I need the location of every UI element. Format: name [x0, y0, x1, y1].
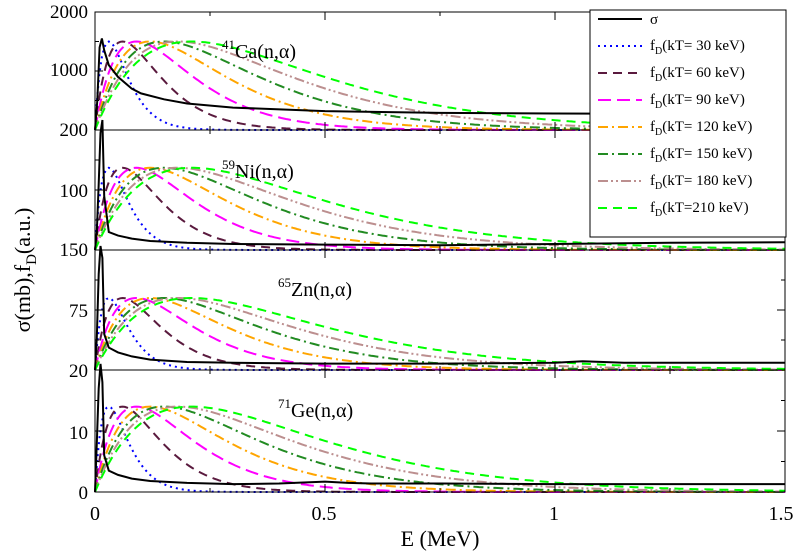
fd-curve-kt30: [94, 296, 785, 371]
legend-label-kt120-sub: D: [655, 127, 662, 138]
fd-curve-kt180: [94, 405, 785, 493]
legend-label-kt150-tail: (kT= 150 keV): [662, 146, 752, 162]
y-axis-title-sub: D: [24, 254, 40, 265]
fd-curve-kt60: [94, 296, 785, 371]
legend-label-kt90-tail: (kT= 90 keV): [662, 92, 745, 108]
legend-label-kt210: fD(kT=210 keV): [650, 200, 749, 219]
legend-label-kt90-main: f: [650, 92, 655, 108]
legend-label-kt210-main: f: [650, 200, 655, 216]
fd-curve-kt90: [94, 296, 785, 371]
sigma-curve: [94, 245, 785, 371]
sigma-curve: [94, 119, 786, 251]
legend-box: [589, 9, 787, 238]
legend-label-kt120: fD(kT= 120 keV): [650, 119, 752, 138]
legend-label-sigma-main: σ: [650, 12, 658, 28]
legend-label-kt30-tail: (kT= 30 keV): [662, 38, 745, 54]
panel-label-ge-main: Ge(n,α): [291, 400, 353, 422]
legend-label-kt180: fD(kT= 180 keV): [650, 173, 752, 192]
panel-label-zn: 65Zn(n,α): [278, 275, 352, 301]
fd-curve-kt120: [94, 296, 785, 371]
sigma-curve: [94, 38, 785, 131]
ytick-label-100: 100: [60, 181, 89, 202]
y-axis-title-tail: (a.u.): [10, 208, 35, 254]
panel-ge-n-: [94, 363, 786, 493]
ytick-label-10: 10: [69, 423, 88, 444]
fd-curve-kt30: [94, 405, 785, 493]
legend-label-kt90: fD(kT= 90 keV): [650, 92, 745, 111]
ytick-label-200: 200: [60, 120, 89, 141]
fd-curve-kt150: [94, 297, 785, 371]
x-axis-title: E (MeV): [401, 526, 480, 551]
fd-curve-kt210: [94, 40, 785, 131]
legend-label-kt120-tail: (kT= 120 keV): [662, 119, 752, 135]
fd-curve-kt150: [94, 405, 785, 493]
legend-label-kt180-tail: (kT= 180 keV): [662, 173, 752, 189]
panel-label-ni-main: Ni(n,α): [235, 161, 294, 183]
panel-label-zn-sup: 65: [278, 275, 291, 290]
fd-curve-kt120: [94, 405, 785, 493]
fd-curve-kt60: [94, 405, 785, 493]
panel-label-ni-sup: 59: [222, 157, 235, 172]
ytick-label-20: 20: [69, 361, 88, 382]
panel-label-ca: 41Ca(n,α): [222, 37, 296, 63]
panel-label-ge: 71Ge(n,α): [278, 396, 353, 422]
fd-curve-kt150: [94, 166, 785, 251]
legend: σ fD(kT= 30 keV) fD(kT= 60 keV) fD(kT= 9…: [589, 9, 787, 238]
legend-label-kt60-main: f: [650, 65, 655, 81]
legend-swatches: [598, 18, 642, 209]
legend-label-kt60: fD(kT= 60 keV): [650, 65, 745, 84]
y-axis-title-main: σ(mb),f: [10, 264, 35, 332]
y-axis-title: σ(mb),fD(a.u.): [10, 208, 40, 333]
xtick-label-0: 0: [90, 503, 100, 525]
ytick-label-0: 0: [79, 483, 89, 504]
legend-label-kt30: fD(kT= 30 keV): [650, 38, 745, 57]
xtick-label-0-5: 0.5: [312, 503, 337, 525]
panel-frame: [94, 249, 786, 371]
legend-label-kt30-sub: D: [655, 46, 662, 57]
legend-label-kt210-sub: D: [655, 208, 662, 219]
sigma-curve: [94, 363, 785, 493]
legend-label-kt150-main: f: [650, 146, 655, 162]
fd-curve-kt180: [94, 40, 785, 131]
legend-label-sigma: σ: [650, 12, 658, 28]
panel-label-zn-main: Zn(n,α): [291, 279, 352, 301]
legend-label-kt180-main: f: [650, 173, 655, 189]
ytick-label-75: 75: [69, 301, 88, 322]
fd-curve-kt90: [94, 405, 785, 493]
ytick-label-2000: 2000: [50, 2, 88, 23]
legend-label-kt150: fD(kT= 150 keV): [650, 146, 752, 165]
panel-label-ca-sup: 41: [222, 37, 235, 52]
ytick-label-150: 150: [60, 240, 89, 261]
legend-label-kt180-sub: D: [655, 181, 662, 192]
xtick-label-1-5: 1.5: [769, 503, 794, 525]
legend-label-kt90-sub: D: [655, 100, 662, 111]
panel-label-ge-sup: 71: [278, 396, 291, 411]
panel-label-ca-main: Ca(n,α): [235, 41, 296, 63]
ytick-label-1000: 1000: [50, 60, 88, 81]
legend-label-kt30-main: f: [650, 38, 655, 54]
legend-label-kt120-main: f: [650, 119, 655, 135]
fd-curve-kt180: [94, 297, 785, 371]
xtick-label-1: 1: [549, 503, 559, 525]
fd-curve-kt210: [94, 297, 785, 371]
legend-label-kt210-tail: (kT=210 keV): [662, 200, 748, 216]
panel-zn-n-: [94, 245, 786, 371]
panel-label-ni: 59Ni(n,α): [222, 157, 294, 183]
legend-label-kt60-tail: (kT= 60 keV): [662, 65, 745, 81]
fd-curve-kt210: [94, 405, 785, 493]
panel-frame: [94, 369, 786, 493]
legend-label-kt60-sub: D: [655, 73, 662, 84]
legend-label-kt150-sub: D: [655, 154, 662, 165]
